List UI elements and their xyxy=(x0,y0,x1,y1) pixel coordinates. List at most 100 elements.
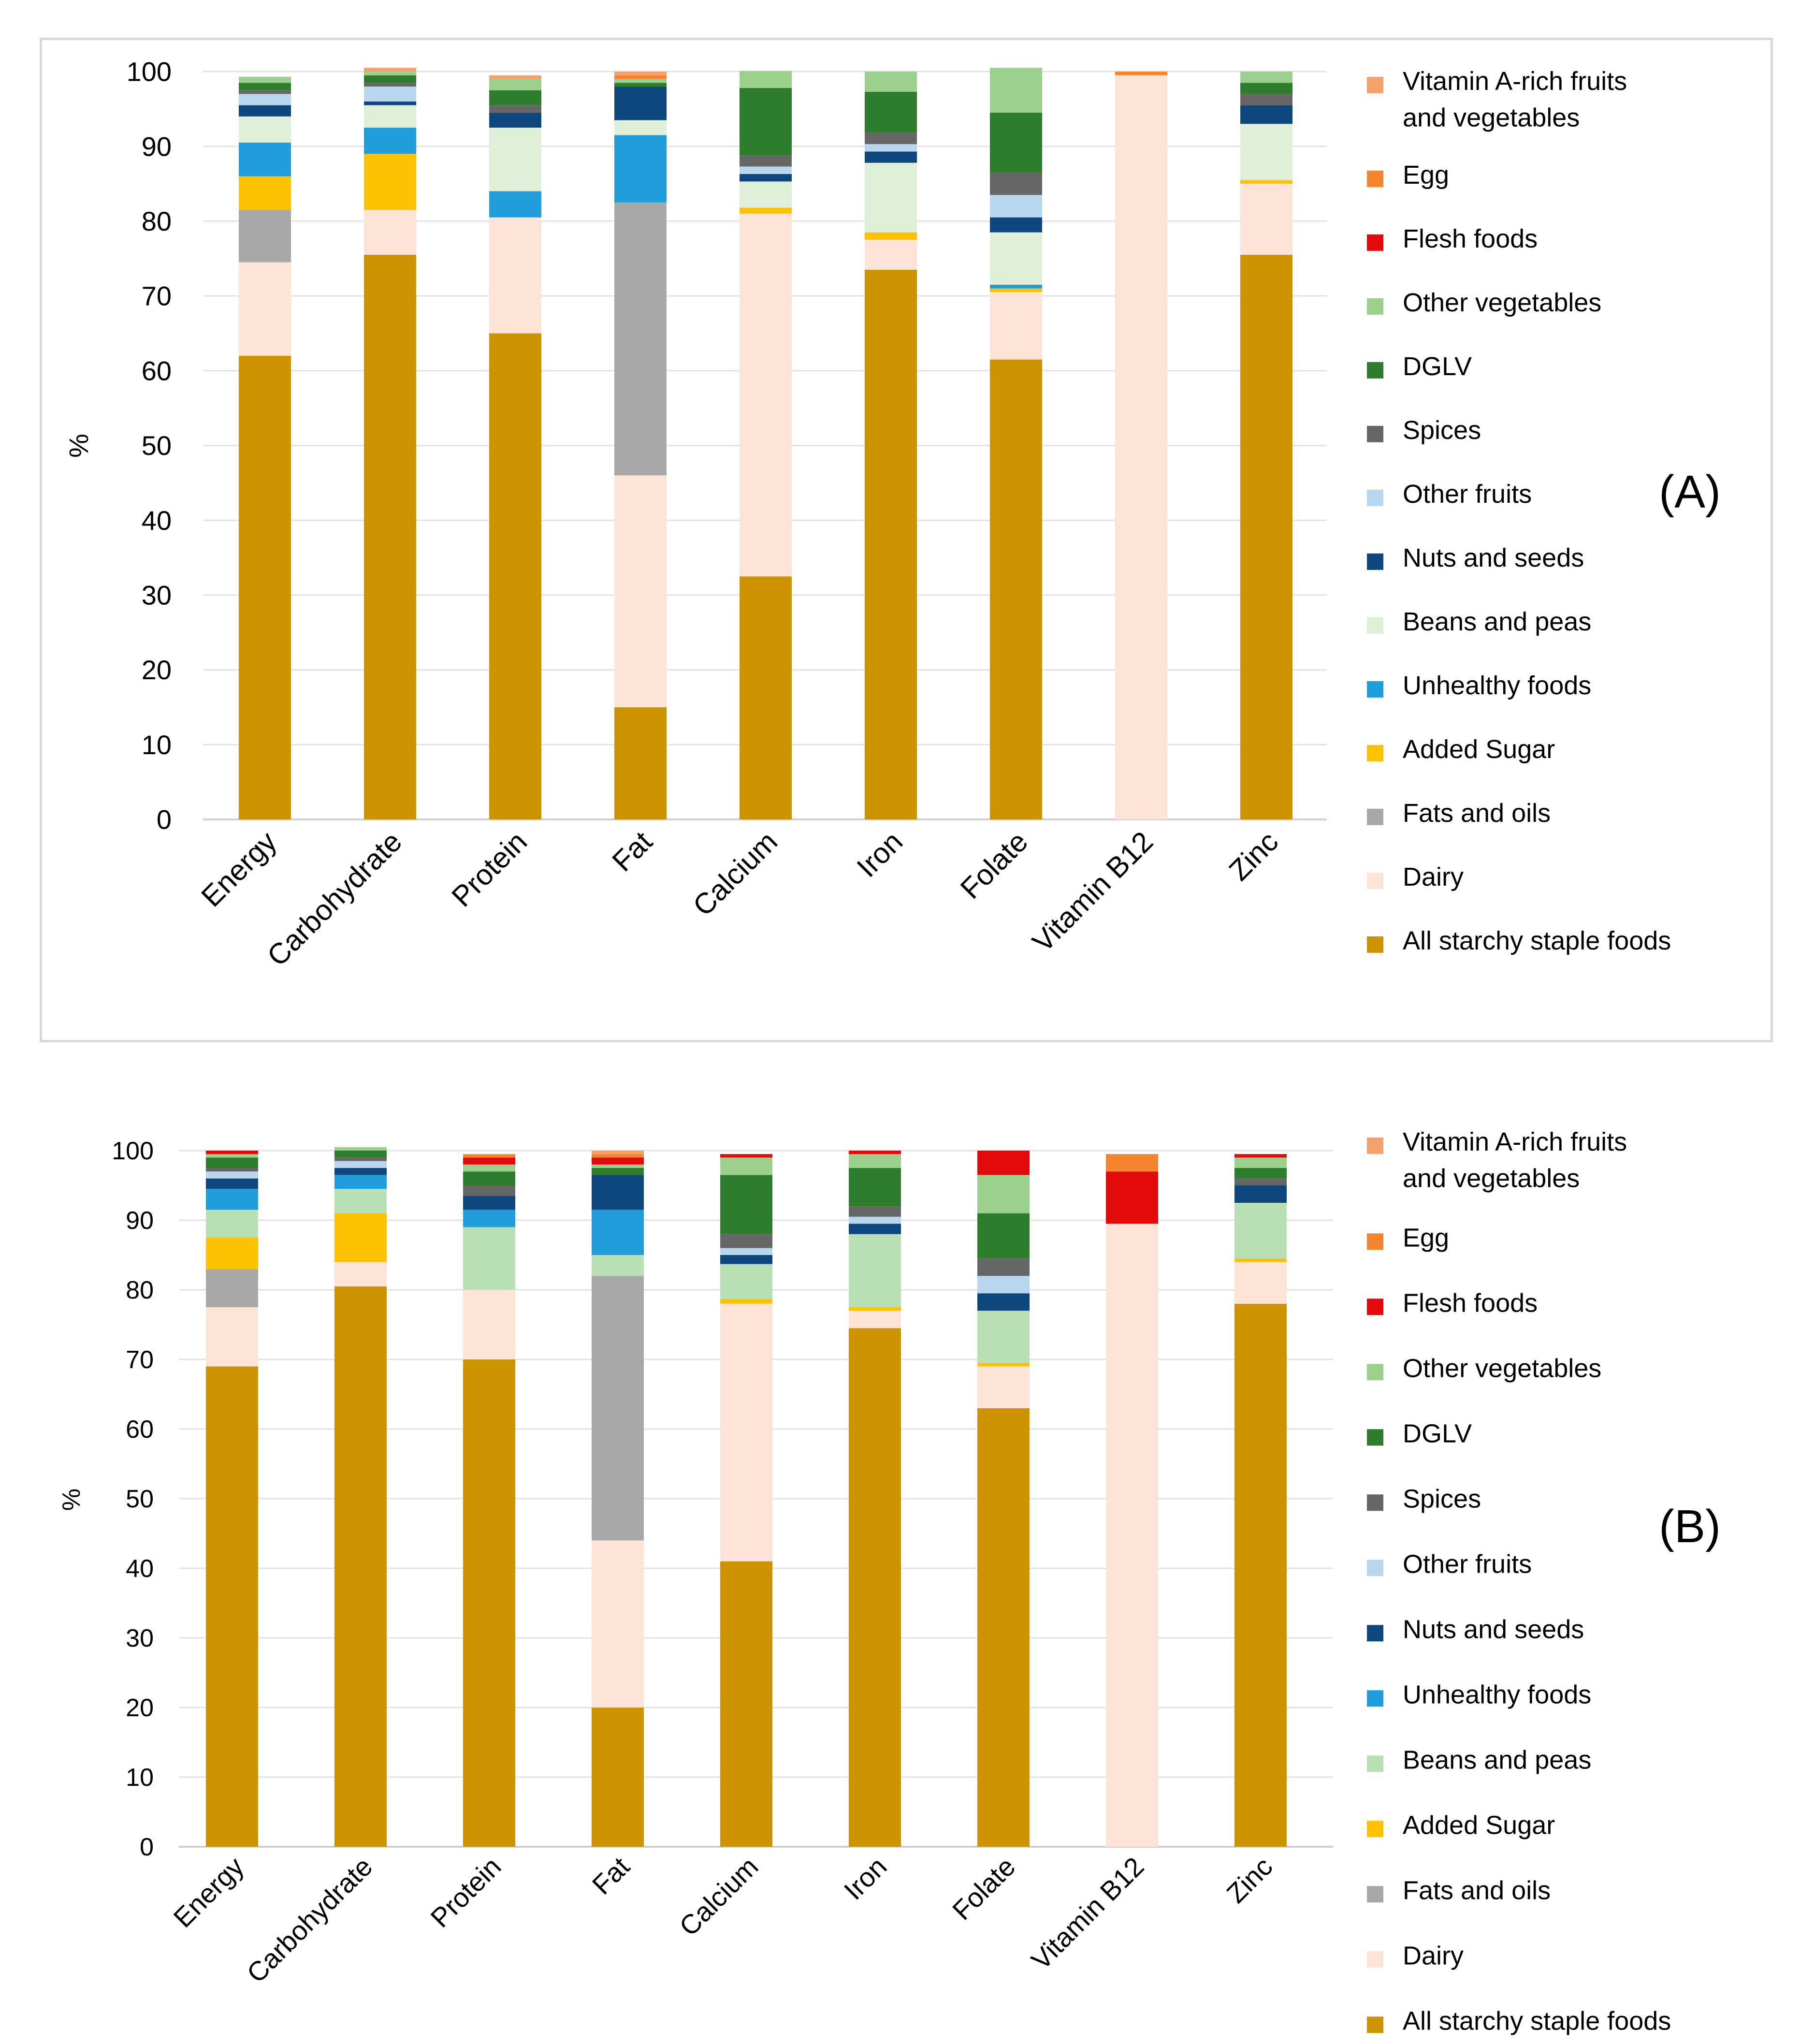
bar-segment-vitamin-b12-dairy xyxy=(1106,1224,1158,1847)
bar-segment-protein-all-starchy-staple-foods xyxy=(489,333,541,819)
bar-segment-zinc-added-sugar xyxy=(1234,1258,1287,1262)
legend-swatch-vitamin-a-rich-fruits-and-vegetables xyxy=(1367,1137,1383,1154)
x-tick-label-fat: Fat xyxy=(586,1851,636,1900)
bar-segment-energy-nuts-and-seeds xyxy=(206,1178,258,1189)
bar-segment-carbohydrate-all-starchy-staple-foods xyxy=(364,255,416,819)
bar-segment-folate-beans-and-peas xyxy=(990,232,1042,285)
legend-label-fats-and-oils: Fats and oils xyxy=(1403,1876,1551,1905)
legend-label-flesh-foods: Flesh foods xyxy=(1403,1288,1538,1317)
y-tick-label: 30 xyxy=(126,1624,154,1652)
bar-segment-folate-flesh-foods xyxy=(977,1151,1030,1175)
legend-label-egg: Egg xyxy=(1403,1223,1449,1252)
bar-segment-fat-unhealthy-foods xyxy=(614,135,667,203)
x-tick-label-protein: Protein xyxy=(424,1851,507,1933)
legend-label-other-fruits: Other fruits xyxy=(1403,480,1532,509)
bar-segment-vitamin-b12-dairy xyxy=(1115,75,1167,820)
bar-segment-iron-nuts-and-seeds xyxy=(849,1224,901,1234)
bar-segment-protein-beans-and-peas xyxy=(489,128,541,191)
bar-segment-folate-all-starchy-staple-foods xyxy=(977,1408,1030,1847)
bar-segment-folate-dairy xyxy=(990,292,1042,360)
bar-segment-folate-dairy xyxy=(977,1366,1030,1408)
legend-swatch-all-starchy-staple-foods xyxy=(1367,2016,1383,2033)
bar-segment-protein-beans-and-peas xyxy=(463,1227,515,1290)
x-tick-label-protein: Protein xyxy=(445,825,533,913)
y-tick-label: 20 xyxy=(142,655,172,685)
y-tick-label: 0 xyxy=(140,1833,154,1861)
bar-segment-folate-added-sugar xyxy=(990,288,1042,292)
bar-segment-energy-flesh-foods xyxy=(206,1151,258,1154)
bar-segment-carbohydrate-spices xyxy=(334,1157,387,1161)
legend-label-other-vegetables: Other vegetables xyxy=(1403,288,1601,317)
bar-segment-protein-vitamin-a-rich-fruits-and-vegetables xyxy=(489,75,541,79)
bar-segment-protein-unhealthy-foods xyxy=(489,191,541,218)
bar-segment-carbohydrate-unhealthy-foods xyxy=(364,128,416,154)
bar-segment-fat-unhealthy-foods xyxy=(592,1210,644,1255)
legend-swatch-beans-and-peas xyxy=(1367,1755,1383,1772)
legend-swatch-all-starchy-staple-foods xyxy=(1367,936,1383,953)
bar-segment-calcium-added-sugar xyxy=(720,1299,772,1304)
legend-swatch-other-vegetables xyxy=(1367,298,1383,315)
bar-segment-fat-dairy xyxy=(614,475,667,707)
bar-segment-iron-beans-and-peas xyxy=(849,1234,901,1307)
y-tick-label: 90 xyxy=(126,1207,154,1235)
legend-label-other-vegetables: Other vegetables xyxy=(1403,1354,1601,1383)
x-tick-label-carbohydrate: Carbohydrate xyxy=(261,825,408,972)
bar-segment-carbohydrate-beans-and-peas xyxy=(334,1189,387,1213)
bar-segment-zinc-spices xyxy=(1240,94,1292,105)
bar-segment-fat-dglv xyxy=(592,1168,644,1175)
legend-label-nuts-and-seeds: Nuts and seeds xyxy=(1403,543,1584,572)
bar-segment-fat-beans-and-peas xyxy=(592,1255,644,1276)
bar-segment-fat-fats-and-oils xyxy=(614,202,667,476)
chart-panel-b: 0 10 20 30 40 50 60 70 80 90 100% EnergyCarbohydrat… xyxy=(58,1127,1721,2035)
bar-segment-iron-spices xyxy=(849,1206,901,1217)
legend-label-nuts-and-seeds: Nuts and seeds xyxy=(1403,1615,1584,1644)
bar-segment-iron-other-vegetables xyxy=(849,1154,901,1168)
bar-segment-carbohydrate-spices xyxy=(364,83,416,87)
bar-segment-iron-dairy xyxy=(865,240,917,270)
bar-segment-folate-all-starchy-staple-foods xyxy=(990,359,1042,819)
legend-swatch-dairy xyxy=(1367,1951,1383,1968)
bar-segment-carbohydrate-nuts-and-seeds xyxy=(364,101,416,105)
legend-label-dairy: Dairy xyxy=(1403,1941,1464,1970)
bar-segment-vitamin-b12-egg xyxy=(1115,72,1167,75)
bar-segment-carbohydrate-nuts-and-seeds xyxy=(334,1168,387,1175)
bar-segment-carbohydrate-other-fruits xyxy=(364,86,416,102)
bar-segment-protein-dglv xyxy=(463,1171,515,1185)
panel-label: (B) xyxy=(1659,1501,1721,1552)
legend-swatch-dglv xyxy=(1367,1429,1383,1446)
y-tick-label: 70 xyxy=(126,1346,154,1374)
bar-segment-protein-nuts-and-seeds xyxy=(489,113,541,128)
legend-swatch-unhealthy-foods xyxy=(1367,1690,1383,1707)
bar-segment-energy-added-sugar xyxy=(206,1238,258,1269)
bar-segment-fat-all-starchy-staple-foods xyxy=(592,1708,644,1847)
bar-segment-calcium-dairy xyxy=(740,213,792,577)
bar-segment-folate-dglv xyxy=(977,1213,1030,1259)
bar-segment-folate-added-sugar xyxy=(977,1363,1030,1367)
bar-segment-energy-spices xyxy=(206,1168,258,1172)
bar-segment-protein-flesh-foods xyxy=(463,1157,515,1165)
legend-label-all-starchy-staple-foods: All starchy staple foods xyxy=(1403,2006,1671,2035)
bar-segment-folate-nuts-and-seeds xyxy=(977,1293,1030,1311)
x-tick-label-calcium: Calcium xyxy=(673,1851,764,1942)
legend-label-vitamin-a-rich-fruits-and-vegetables: Vitamin A-rich fruits and vegetables xyxy=(1403,1127,1627,1193)
bar-segment-energy-all-starchy-staple-foods xyxy=(206,1366,258,1847)
bar-segment-carbohydrate-dglv xyxy=(364,75,416,83)
bar-segment-protein-egg xyxy=(463,1154,515,1158)
bar-segment-protein-dairy xyxy=(489,217,541,334)
bar-segment-calcium-all-starchy-staple-foods xyxy=(740,576,792,819)
y-tick-label: 40 xyxy=(126,1555,154,1583)
x-tick-label-folate: Folate xyxy=(954,825,1034,905)
bar-segment-iron-other-fruits xyxy=(865,144,917,152)
x-tick-label-fat: Fat xyxy=(606,825,659,878)
bar-segment-fat-flesh-foods xyxy=(592,1157,644,1165)
legend-label-vitamin-a-rich-fruits-and-vegetables: Vitamin A-rich fruits and vegetables xyxy=(1403,67,1627,132)
legend-label-flesh-foods: Flesh foods xyxy=(1403,224,1538,253)
bar-segment-fat-vitamin-a-rich-fruits-and-vegetables xyxy=(592,1151,644,1154)
panel-label: (A) xyxy=(1659,466,1721,518)
bar-segment-carbohydrate-added-sugar xyxy=(334,1213,387,1262)
legend-label-spices: Spices xyxy=(1403,1484,1481,1513)
bar-segment-zinc-added-sugar xyxy=(1240,180,1292,184)
bar-segment-iron-all-starchy-staple-foods xyxy=(849,1328,901,1847)
bar-segment-carbohydrate-other-fruits xyxy=(334,1161,387,1168)
bar-segment-carbohydrate-vitamin-a-rich-fruits-and-vegetables xyxy=(364,68,416,72)
